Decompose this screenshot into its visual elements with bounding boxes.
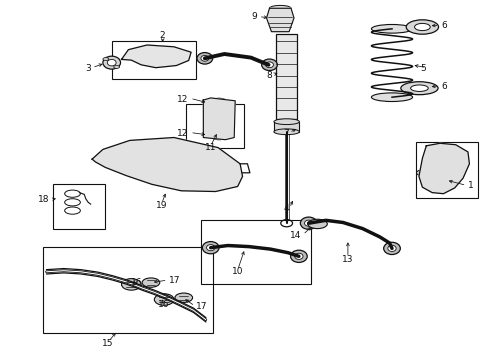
Circle shape — [216, 132, 222, 138]
Circle shape — [197, 53, 213, 64]
Circle shape — [294, 253, 303, 259]
Text: 6: 6 — [441, 82, 447, 91]
Text: 8: 8 — [266, 71, 272, 80]
Bar — [201, 220, 311, 284]
Bar — [416, 142, 478, 198]
Circle shape — [201, 55, 209, 61]
Text: 5: 5 — [420, 64, 426, 73]
Text: 12: 12 — [177, 129, 189, 138]
Polygon shape — [203, 98, 235, 140]
Ellipse shape — [210, 130, 228, 140]
Ellipse shape — [114, 66, 120, 68]
Ellipse shape — [103, 58, 109, 60]
Ellipse shape — [142, 278, 160, 287]
Polygon shape — [267, 8, 294, 32]
Text: 12: 12 — [177, 94, 189, 104]
Text: 2: 2 — [159, 31, 165, 40]
Circle shape — [430, 152, 444, 162]
Polygon shape — [419, 143, 469, 194]
Polygon shape — [122, 45, 191, 68]
Text: 10: 10 — [232, 267, 244, 276]
Circle shape — [291, 250, 307, 262]
Ellipse shape — [416, 170, 428, 176]
Text: 3: 3 — [85, 64, 91, 73]
Ellipse shape — [274, 119, 299, 125]
Bar — [276, 34, 297, 119]
Ellipse shape — [270, 5, 291, 11]
Text: 15: 15 — [102, 339, 114, 348]
Circle shape — [384, 242, 400, 255]
Circle shape — [126, 151, 153, 171]
Ellipse shape — [371, 93, 413, 102]
Text: 16: 16 — [130, 278, 142, 287]
Ellipse shape — [154, 294, 174, 305]
Circle shape — [107, 59, 116, 66]
Text: 1: 1 — [468, 181, 474, 190]
Polygon shape — [92, 138, 243, 192]
Text: 13: 13 — [342, 255, 354, 264]
Text: 17: 17 — [169, 276, 180, 285]
Text: 17: 17 — [196, 302, 207, 311]
Text: 6: 6 — [441, 21, 447, 30]
Bar — [112, 41, 196, 79]
Circle shape — [163, 50, 175, 59]
Ellipse shape — [122, 279, 141, 290]
Ellipse shape — [401, 82, 438, 95]
Circle shape — [202, 242, 219, 254]
Text: 14: 14 — [290, 231, 301, 240]
Circle shape — [175, 157, 197, 173]
Text: 4: 4 — [284, 204, 289, 213]
Circle shape — [103, 56, 121, 69]
Text: 9: 9 — [251, 12, 257, 21]
Circle shape — [304, 220, 313, 226]
Bar — [53, 184, 105, 229]
Text: 18: 18 — [38, 195, 49, 204]
Ellipse shape — [411, 85, 428, 91]
Ellipse shape — [274, 129, 299, 135]
Ellipse shape — [415, 23, 430, 31]
Ellipse shape — [371, 24, 413, 33]
Circle shape — [216, 100, 222, 105]
Circle shape — [266, 62, 273, 68]
Text: 7: 7 — [283, 129, 289, 138]
Ellipse shape — [308, 219, 327, 229]
Bar — [274, 122, 299, 132]
Circle shape — [430, 174, 444, 184]
Bar — [43, 247, 213, 333]
Circle shape — [300, 217, 317, 229]
Ellipse shape — [210, 98, 228, 108]
Ellipse shape — [406, 20, 439, 34]
Circle shape — [388, 246, 396, 251]
Circle shape — [262, 59, 277, 71]
Ellipse shape — [175, 293, 193, 302]
Text: 11: 11 — [205, 143, 217, 152]
Text: 16: 16 — [158, 300, 170, 309]
Text: 19: 19 — [156, 201, 168, 210]
Circle shape — [450, 162, 461, 170]
Bar — [186, 104, 244, 148]
Circle shape — [207, 245, 215, 251]
